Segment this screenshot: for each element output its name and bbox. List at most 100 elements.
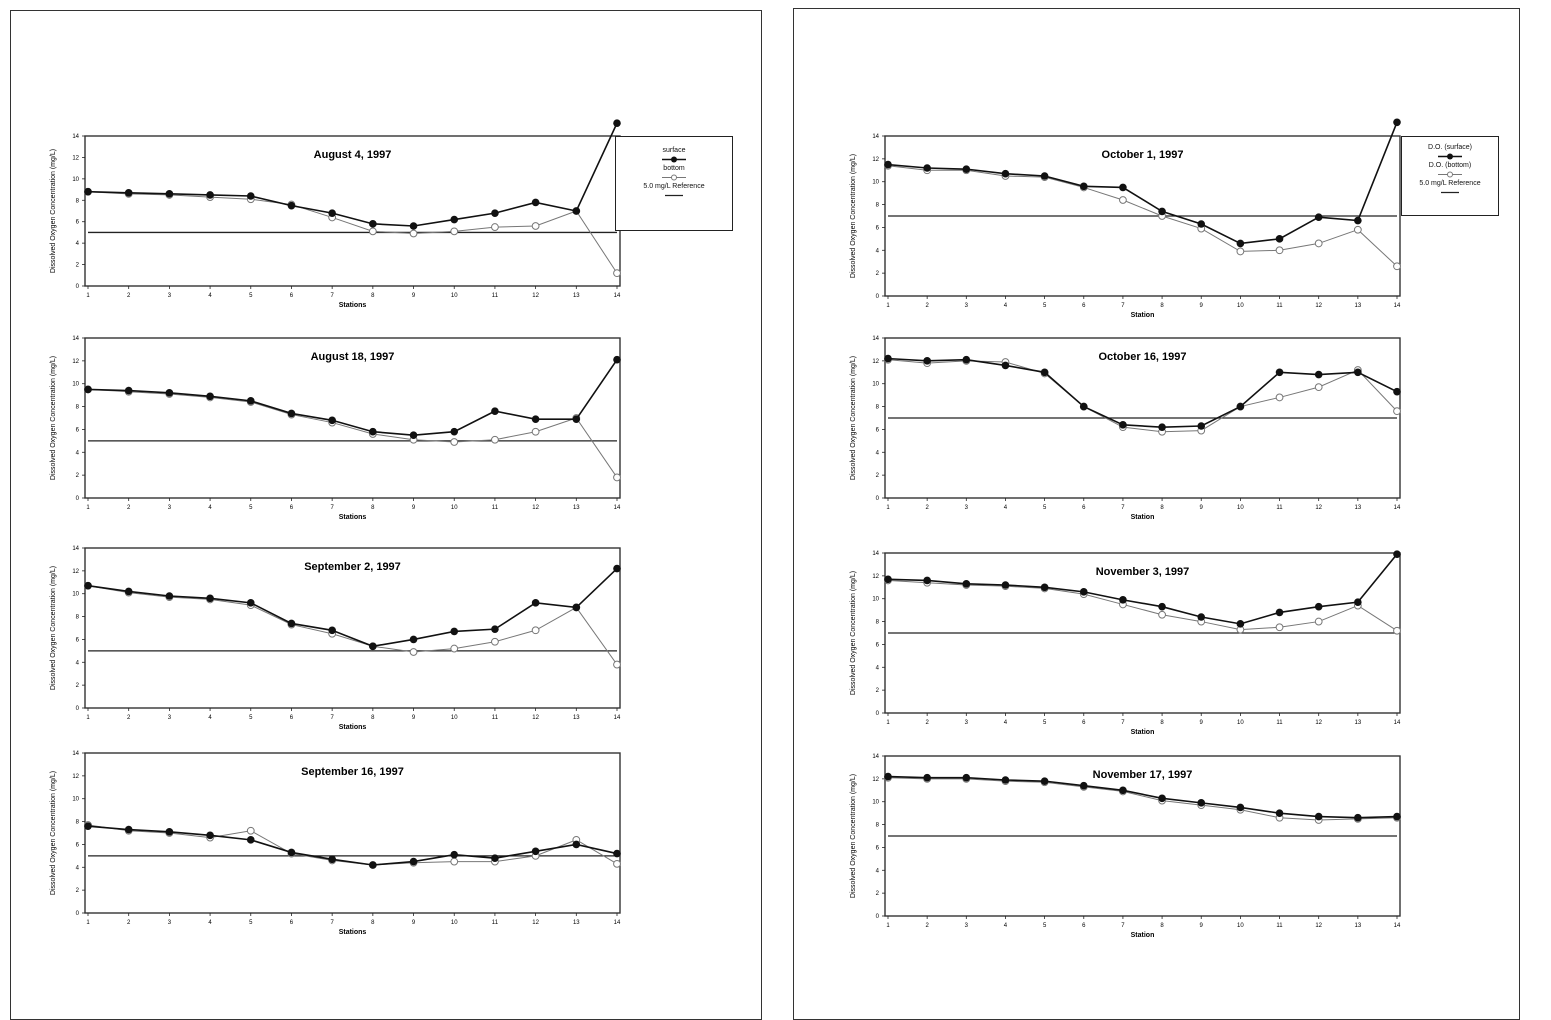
y-tick-label: 2	[876, 688, 880, 694]
series-line-surface	[887, 121, 1398, 245]
x-tick-label: 13	[573, 293, 580, 299]
x-tick-label: 1	[86, 920, 90, 926]
x-tick-label: 10	[451, 920, 458, 926]
y-tick-label: 2	[76, 263, 80, 269]
x-tick-label: 9	[1200, 505, 1204, 511]
data-point-surface	[613, 355, 621, 364]
y-tick-label: 6	[76, 220, 80, 226]
x-tick-label: 11	[1276, 923, 1283, 929]
data-point-surface	[287, 201, 296, 210]
data-point-bottom	[368, 227, 377, 236]
x-axis-label: Stations	[339, 929, 367, 936]
y-tick-label: 12	[872, 777, 879, 783]
data-point-bottom	[450, 644, 459, 653]
x-tick-label: 12	[532, 505, 539, 511]
chart-title: October 16, 1997	[1098, 351, 1186, 363]
y-tick-label: 4	[76, 865, 80, 871]
data-point-surface	[124, 825, 133, 834]
x-tick-label: 14	[1394, 720, 1401, 726]
x-tick-label: 7	[1121, 505, 1125, 511]
data-point-bottom	[450, 857, 459, 866]
y-tick-label: 14	[72, 134, 79, 140]
data-point-surface	[613, 119, 621, 127]
x-tick-label: 4	[1004, 720, 1008, 726]
y-tick-label: 2	[876, 473, 880, 479]
y-tick-label: 8	[876, 203, 880, 209]
y-tick-label: 8	[76, 615, 80, 621]
y-tick-label: 12	[72, 774, 79, 780]
data-point-surface	[1040, 777, 1049, 785]
x-tick-label: 2	[127, 293, 131, 299]
x-tick-label: 4	[1004, 505, 1008, 511]
x-tick-label: 5	[249, 920, 253, 926]
x-tick-label: 6	[290, 293, 294, 299]
x-tick-label: 3	[168, 293, 172, 299]
x-tick-label: 5	[1043, 303, 1047, 309]
x-tick-label: 14	[614, 715, 621, 721]
y-tick-label: 6	[876, 225, 880, 231]
data-point-surface	[491, 209, 499, 217]
chart-aug-18: August 18, 1997 0 2 4 6 8 10 12 14 1 2 3 4 5 6 7 8 9 10 11 1…	[30, 330, 630, 530]
y-tick-label: 4	[876, 248, 880, 254]
data-point-surface	[1236, 239, 1245, 248]
data-point-surface	[491, 407, 499, 415]
x-tick-label: 11	[1276, 303, 1283, 309]
y-axis-label: Dissolved Oxygen Concentration (mg/L)	[850, 774, 857, 898]
data-point-surface	[1001, 581, 1010, 589]
data-point-surface	[884, 772, 892, 781]
x-tick-label: 8	[371, 920, 375, 926]
x-axis-label: Station	[1131, 514, 1155, 521]
data-point-surface	[613, 849, 621, 858]
data-point-surface	[1354, 598, 1362, 606]
x-tick-label: 11	[1276, 720, 1283, 726]
data-point-surface	[1393, 550, 1401, 558]
y-tick-label: 6	[76, 842, 80, 848]
data-point-bottom	[450, 438, 459, 446]
y-tick-label: 8	[876, 620, 880, 626]
x-tick-label: 7	[1121, 720, 1125, 726]
data-point-surface	[206, 191, 214, 199]
data-point-surface	[1079, 588, 1088, 596]
data-point-surface	[572, 840, 581, 849]
x-tick-label: 9	[1200, 303, 1204, 309]
data-point-surface	[1158, 423, 1166, 431]
x-tick-label: 2	[925, 505, 929, 511]
y-tick-label: 0	[876, 914, 880, 920]
data-point-surface	[1354, 813, 1362, 822]
data-point-surface	[450, 850, 459, 859]
data-point-surface	[1040, 172, 1049, 180]
x-tick-label: 12	[1315, 505, 1322, 511]
data-point-surface	[1314, 213, 1323, 221]
data-point-surface	[1354, 368, 1362, 377]
data-point-surface	[1236, 803, 1245, 812]
x-tick-label: 10	[1237, 923, 1244, 929]
data-point-surface	[884, 354, 892, 363]
data-point-surface	[1119, 596, 1127, 604]
x-axis-label: Stations	[339, 514, 367, 521]
data-point-bottom	[409, 229, 418, 238]
data-point-bottom	[1158, 610, 1166, 619]
data-point-surface	[923, 576, 931, 585]
data-point-surface	[491, 625, 499, 633]
y-tick-label: 4	[876, 450, 880, 456]
x-tick-label: 13	[573, 505, 580, 511]
data-point-surface	[1314, 812, 1323, 821]
x-tick-label: 11	[492, 715, 499, 721]
x-tick-label: 9	[412, 293, 416, 299]
data-point-bottom	[1236, 247, 1245, 256]
data-point-surface	[328, 626, 336, 635]
chart-aug-4: August 4, 1997 0 2 4 6 8 10 12 14 1 2 3 4 5 6 7 8 9 10 11 12…	[30, 119, 630, 318]
data-point-surface	[1314, 370, 1323, 379]
legend-right: D.O. (surface) D.O. (bottom) 5.0 mg/L Re…	[1401, 136, 1499, 216]
y-tick-label: 0	[76, 496, 80, 502]
x-tick-label: 6	[1082, 303, 1086, 309]
y-tick-label: 14	[872, 134, 879, 140]
x-tick-label: 13	[1355, 505, 1362, 511]
data-point-surface	[1275, 235, 1284, 243]
data-point-surface	[287, 848, 296, 857]
x-tick-label: 13	[573, 715, 580, 721]
x-tick-label: 11	[492, 505, 499, 511]
